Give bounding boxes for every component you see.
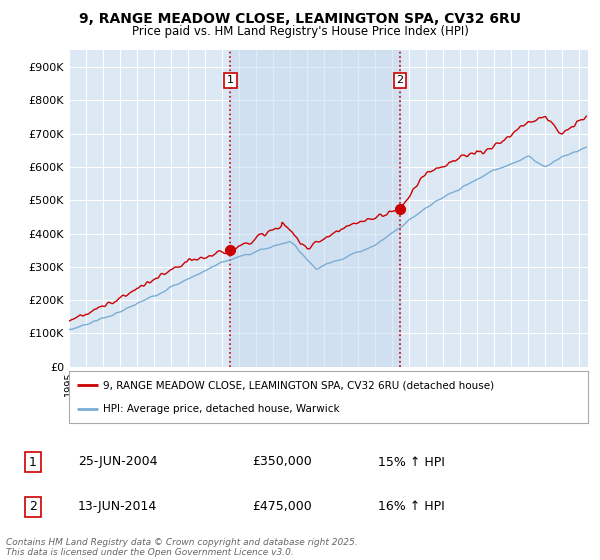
Text: 15% ↑ HPI: 15% ↑ HPI [378,455,445,469]
Text: 1: 1 [227,76,234,85]
Text: 2: 2 [29,500,37,514]
Text: £475,000: £475,000 [252,500,312,514]
Text: 9, RANGE MEADOW CLOSE, LEAMINGTON SPA, CV32 6RU: 9, RANGE MEADOW CLOSE, LEAMINGTON SPA, C… [79,12,521,26]
Text: 13-JUN-2014: 13-JUN-2014 [78,500,157,514]
Bar [230,50,400,367]
Text: £350,000: £350,000 [252,455,312,469]
Text: Price paid vs. HM Land Registry's House Price Index (HPI): Price paid vs. HM Land Registry's House … [131,25,469,38]
Text: Contains HM Land Registry data © Crown copyright and database right 2025.
This d: Contains HM Land Registry data © Crown c… [6,538,358,557]
Text: 25-JUN-2004: 25-JUN-2004 [78,455,157,469]
Text: 16% ↑ HPI: 16% ↑ HPI [378,500,445,514]
Text: 9, RANGE MEADOW CLOSE, LEAMINGTON SPA, CV32 6RU (detached house): 9, RANGE MEADOW CLOSE, LEAMINGTON SPA, C… [103,380,494,390]
Text: 2: 2 [397,76,404,85]
Text: 1: 1 [29,455,37,469]
Text: HPI: Average price, detached house, Warwick: HPI: Average price, detached house, Warw… [103,404,340,414]
